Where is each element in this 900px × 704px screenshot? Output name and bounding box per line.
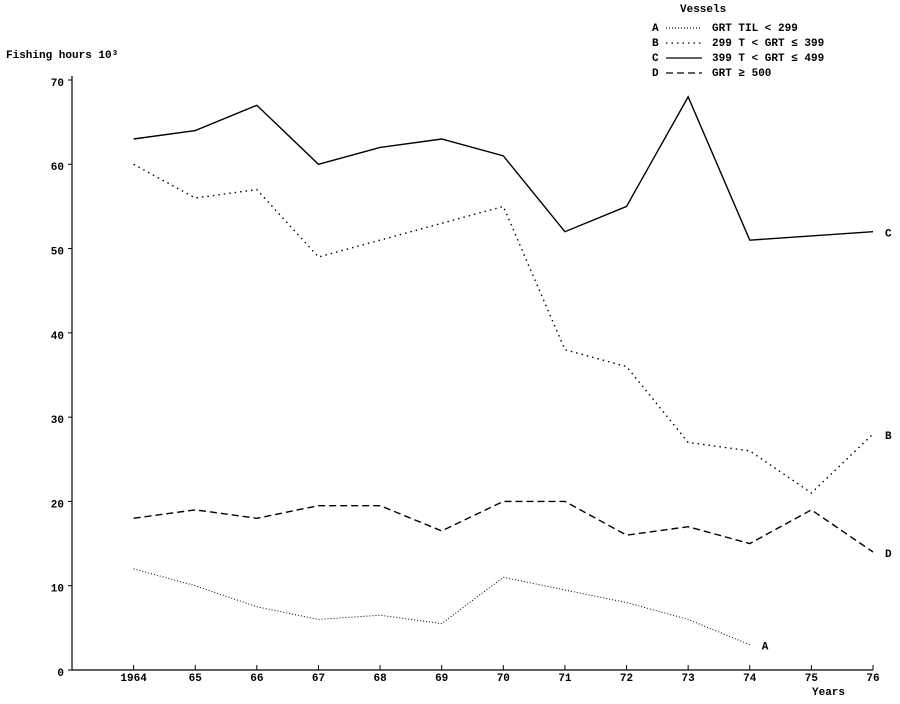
- y-tick-label: 0: [57, 668, 64, 680]
- legend-letter: C: [652, 53, 659, 65]
- y-tick-label: 30: [51, 415, 64, 427]
- x-tick-label: 71: [558, 673, 572, 685]
- x-tick-label: 69: [435, 673, 448, 685]
- series-line: [133, 163, 874, 494]
- y-tick-label: 40: [51, 331, 64, 343]
- y-tick-label: 50: [51, 246, 64, 258]
- x-tick-label: 66: [250, 673, 263, 685]
- y-tick-label: 10: [51, 584, 64, 596]
- x-tick-label: 1964: [120, 673, 147, 685]
- series-line: [133, 568, 750, 646]
- legend-label: GRT ≥ 500: [712, 68, 771, 80]
- y-tick-label: 60: [51, 162, 64, 174]
- series-line: [133, 95, 874, 241]
- legend-letter: A: [652, 23, 659, 35]
- legend-letter: D: [652, 68, 659, 80]
- line-end-label: C: [885, 229, 892, 241]
- x-tick-label: 76: [866, 673, 879, 685]
- legend-letter: B: [652, 38, 659, 50]
- series-line: [133, 500, 874, 553]
- x-tick-label: 70: [497, 673, 510, 685]
- x-tick-label: 74: [743, 673, 757, 685]
- line-end-label: A: [762, 642, 769, 654]
- x-tick-label: 75: [805, 673, 819, 685]
- legend-label: 299 T < GRT ≤ 399: [712, 38, 824, 50]
- x-axis-label: Years: [812, 687, 845, 699]
- legend-label: 399 T < GRT ≤ 499: [712, 53, 824, 65]
- legend-title: Vessels: [680, 4, 726, 16]
- legend-label: GRT TIL < 299: [712, 23, 798, 35]
- x-tick-label: 72: [620, 673, 633, 685]
- x-tick-label: 73: [682, 673, 696, 685]
- y-tick-label: 20: [51, 499, 64, 511]
- line-end-label: B: [885, 431, 892, 443]
- x-tick-label: 67: [312, 673, 325, 685]
- x-tick-label: 65: [189, 673, 203, 685]
- y-tick-label: 70: [51, 78, 64, 90]
- line-end-label: D: [885, 549, 892, 561]
- y-axis-label: Fishing hours 10³: [6, 50, 118, 62]
- x-tick-label: 68: [373, 673, 387, 685]
